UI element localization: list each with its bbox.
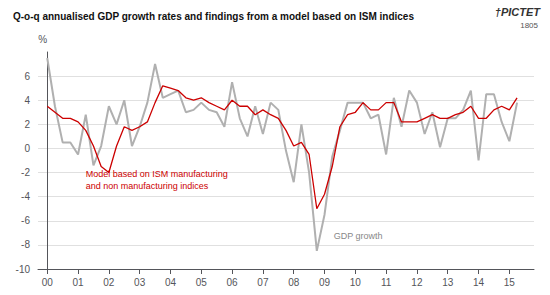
svg-text:00: 00 — [42, 277, 54, 288]
svg-text:12: 12 — [411, 277, 423, 288]
svg-text:4: 4 — [24, 95, 30, 106]
svg-text:01: 01 — [72, 277, 84, 288]
svg-text:14: 14 — [473, 277, 485, 288]
svg-text:11: 11 — [381, 277, 392, 288]
svg-text:Q-o-q annualised GDP growth ra: Q-o-q annualised GDP growth rates and fi… — [13, 11, 414, 22]
svg-text:0: 0 — [24, 143, 30, 154]
svg-text:-8: -8 — [21, 239, 30, 250]
svg-text:-10: -10 — [16, 264, 31, 275]
svg-text:13: 13 — [442, 277, 454, 288]
svg-text:6: 6 — [24, 71, 30, 82]
svg-text:%: % — [38, 34, 47, 45]
svg-text:-6: -6 — [21, 215, 30, 226]
svg-text:GDP growth: GDP growth — [334, 231, 383, 241]
svg-text:08: 08 — [288, 277, 300, 288]
svg-text:05: 05 — [196, 277, 208, 288]
svg-text:07: 07 — [257, 277, 269, 288]
svg-text:15: 15 — [504, 277, 516, 288]
svg-text:†PICTET: †PICTET — [495, 6, 542, 18]
svg-text:10: 10 — [350, 277, 362, 288]
svg-text:02: 02 — [103, 277, 115, 288]
svg-text:1805: 1805 — [520, 21, 538, 30]
svg-text:and non manufacturing indices: and non manufacturing indices — [86, 181, 209, 191]
svg-text:09: 09 — [319, 277, 331, 288]
svg-text:2: 2 — [24, 119, 30, 130]
svg-text:-4: -4 — [21, 191, 30, 202]
svg-text:03: 03 — [134, 277, 146, 288]
svg-text:04: 04 — [165, 277, 177, 288]
svg-text:06: 06 — [227, 277, 239, 288]
svg-text:Model based on ISM manufacturi: Model based on ISM manufacturing — [86, 169, 228, 179]
svg-text:-2: -2 — [21, 167, 30, 178]
